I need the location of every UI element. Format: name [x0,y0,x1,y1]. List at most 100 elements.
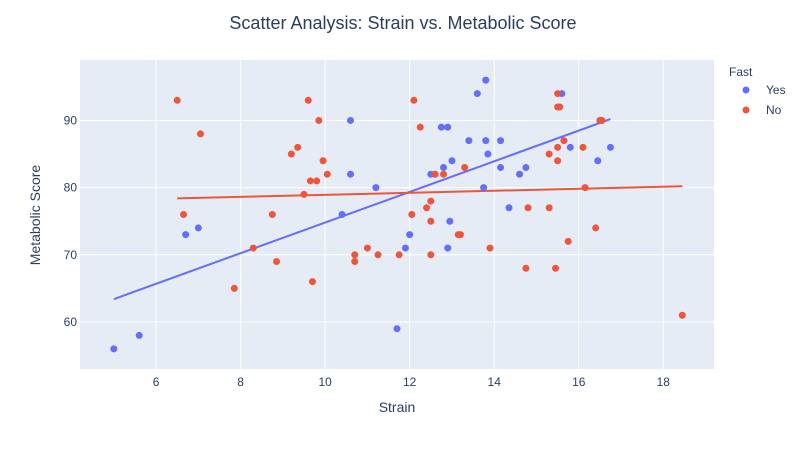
point-yes[interactable] [482,76,490,84]
point-yes[interactable] [110,345,118,353]
y-axis-ticks: 60 70 80 90 [64,113,78,329]
point-yes[interactable] [482,137,490,145]
point-yes[interactable] [448,157,456,165]
point-no[interactable] [554,157,562,165]
point-no[interactable] [554,90,562,98]
point-yes[interactable] [446,217,454,225]
point-no[interactable] [196,130,204,138]
point-no[interactable] [300,190,308,198]
point-no[interactable] [306,177,314,185]
point-no[interactable] [268,211,276,218]
point-no[interactable] [363,244,371,252]
x-tick-label: 18 [657,375,671,389]
legend-item-no[interactable]: No [742,103,782,117]
point-no[interactable] [556,103,564,111]
point-yes[interactable] [516,170,524,178]
point-no[interactable] [294,143,302,151]
point-no[interactable] [461,163,469,171]
x-tick-label: 14 [488,375,502,389]
point-no[interactable] [287,150,295,158]
point-no[interactable] [592,224,600,232]
point-no[interactable] [319,157,327,165]
point-yes[interactable] [372,184,380,192]
point-yes[interactable] [480,184,488,192]
point-yes[interactable] [505,204,513,212]
legend[interactable]: Fast Yes No [729,65,786,117]
x-tick-label: 12 [403,375,417,389]
point-yes[interactable] [393,325,401,333]
point-no[interactable] [522,264,530,272]
point-no[interactable] [560,137,568,145]
point-yes[interactable] [522,163,530,171]
trend-line-yes [113,118,611,301]
point-no[interactable] [315,116,323,124]
point-no[interactable] [173,96,181,104]
point-yes[interactable] [594,157,602,165]
point-no[interactable] [427,251,435,259]
point-no[interactable] [581,184,589,192]
point-yes[interactable] [406,231,414,239]
trend-line-no [177,185,683,200]
plot-area [80,60,714,369]
point-yes[interactable] [497,137,505,145]
point-no[interactable] [579,143,587,151]
point-no[interactable] [456,231,464,239]
point-yes[interactable] [347,170,355,178]
point-no[interactable] [351,258,359,266]
point-yes[interactable] [444,123,452,131]
legend-title: Fast [729,65,753,79]
point-yes[interactable] [135,331,143,339]
chart-title: Scatter Analysis: Strain vs. Metabolic S… [229,13,576,33]
point-yes[interactable] [606,143,614,151]
point-no[interactable] [273,258,281,266]
point-yes[interactable] [444,244,452,252]
point-yes[interactable] [439,163,447,171]
point-yes[interactable] [484,150,492,158]
point-no[interactable] [564,237,572,245]
point-no[interactable] [554,143,562,151]
point-no[interactable] [545,150,553,158]
point-no[interactable] [323,170,331,178]
legend-marker-yes [742,86,750,94]
point-no[interactable] [395,251,403,259]
point-no[interactable] [230,284,238,292]
point-no[interactable] [545,204,553,212]
point-no[interactable] [351,251,359,259]
point-yes[interactable] [338,211,346,218]
point-yes[interactable] [473,90,481,98]
point-no[interactable] [524,204,532,212]
point-no[interactable] [427,197,435,205]
point-no[interactable] [416,123,424,131]
point-yes[interactable] [401,244,409,252]
point-no[interactable] [180,211,188,218]
y-tick-label: 80 [64,181,78,195]
x-axis-ticks: 6 8 10 12 14 16 18 [153,375,671,389]
point-no[interactable] [427,217,435,225]
point-no[interactable] [374,251,382,259]
point-no[interactable] [304,96,312,104]
point-no[interactable] [308,278,316,286]
point-yes[interactable] [182,231,190,239]
point-yes[interactable] [566,143,574,151]
point-no[interactable] [439,170,447,178]
point-no[interactable] [408,211,416,218]
point-no[interactable] [598,116,606,124]
point-no[interactable] [678,311,686,319]
legend-item-yes[interactable]: Yes [742,83,786,97]
point-no[interactable] [423,204,431,212]
point-no[interactable] [431,170,439,178]
point-yes[interactable] [194,224,202,232]
point-no[interactable] [249,244,257,252]
legend-label-no: No [766,103,782,117]
point-yes[interactable] [347,116,355,124]
point-yes[interactable] [437,123,445,131]
x-tick-label: 16 [572,375,586,389]
point-no[interactable] [486,244,494,252]
legend-label-yes: Yes [766,83,786,97]
point-no[interactable] [313,177,321,185]
point-yes[interactable] [497,163,505,171]
point-yes[interactable] [465,137,473,145]
point-no[interactable] [552,264,559,272]
point-no[interactable] [410,96,418,104]
y-axis-title: Metabolic Score [27,165,43,266]
